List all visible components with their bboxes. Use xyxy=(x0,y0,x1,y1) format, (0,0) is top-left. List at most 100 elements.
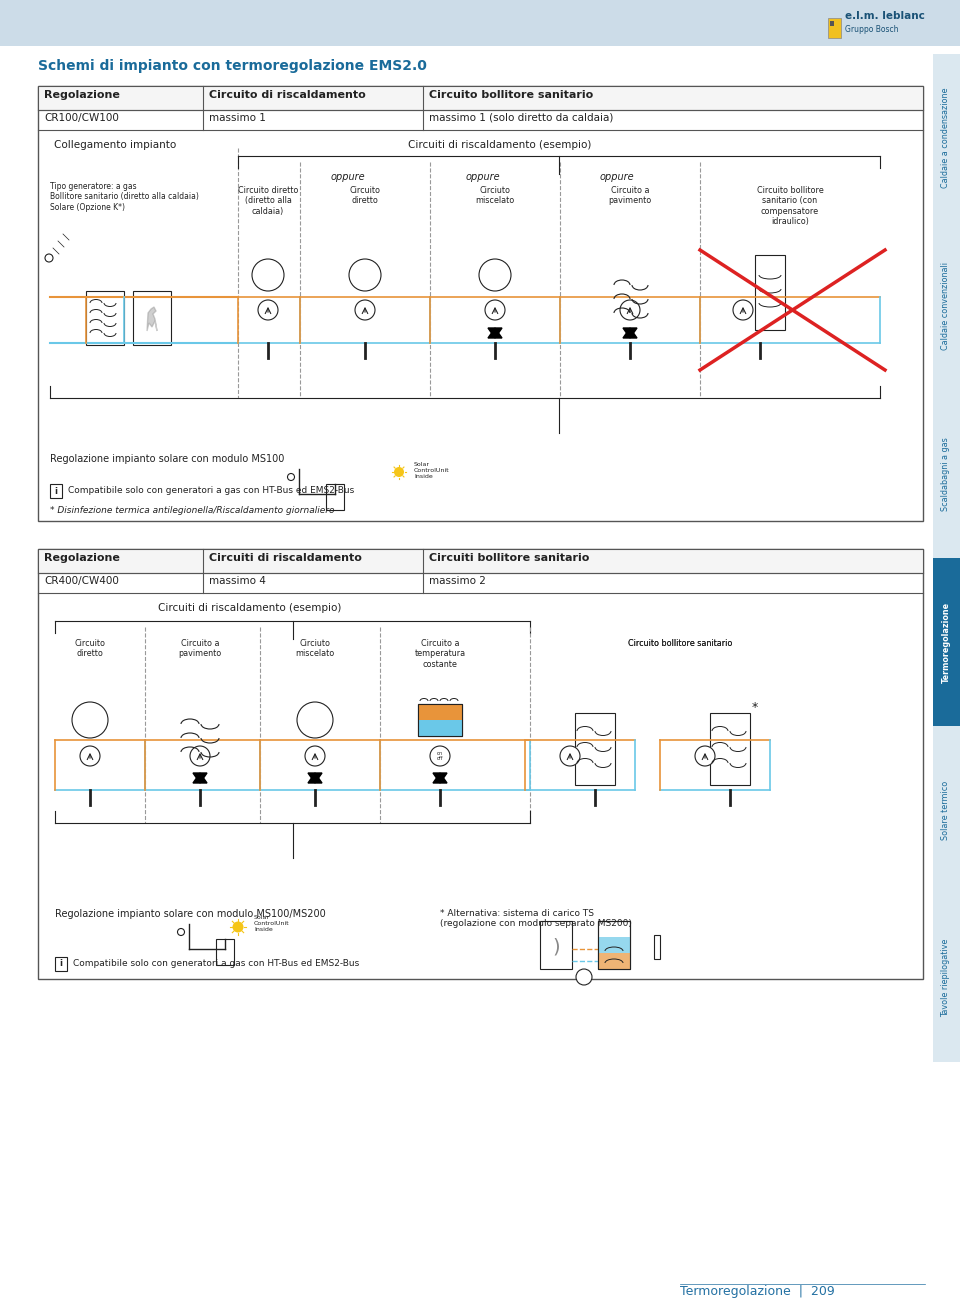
Text: Compatibile solo con generatori a gas con HT-Bus ed EMS2-Bus: Compatibile solo con generatori a gas co… xyxy=(68,486,354,495)
Text: Tipo generatore: a gas
Bollitore sanitario (diretto alla caldaia)
Solare (Opzion: Tipo generatore: a gas Bollitore sanitar… xyxy=(50,183,199,212)
Polygon shape xyxy=(488,328,502,338)
Bar xyxy=(654,936,660,959)
Circle shape xyxy=(297,702,333,738)
Bar xyxy=(598,921,630,968)
Bar xyxy=(933,390,960,558)
Bar xyxy=(418,720,462,736)
Text: massimo 2: massimo 2 xyxy=(429,576,486,586)
Text: Scaldabagni a gas: Scaldabagni a gas xyxy=(942,438,950,511)
Circle shape xyxy=(287,473,295,481)
Bar xyxy=(38,549,923,979)
Polygon shape xyxy=(308,773,322,783)
Polygon shape xyxy=(623,328,637,338)
Bar xyxy=(216,940,234,964)
Text: massimo 1 (solo diretto da caldaia): massimo 1 (solo diretto da caldaia) xyxy=(429,113,613,124)
Polygon shape xyxy=(488,328,502,338)
Bar xyxy=(86,290,124,346)
Bar xyxy=(710,714,750,784)
Polygon shape xyxy=(433,773,447,783)
Bar xyxy=(755,255,785,330)
Bar xyxy=(38,85,923,110)
Circle shape xyxy=(190,746,210,766)
Text: Circuito a
pavimento: Circuito a pavimento xyxy=(179,639,222,658)
Text: Collegamento impianto: Collegamento impianto xyxy=(54,141,176,150)
Bar xyxy=(933,54,960,222)
Bar xyxy=(0,0,960,46)
Text: Termoregolazione  |  209: Termoregolazione | 209 xyxy=(680,1285,835,1298)
Bar xyxy=(133,290,171,346)
Circle shape xyxy=(576,968,592,986)
Text: Termoregolazione: Termoregolazione xyxy=(942,602,950,682)
Text: massimo 4: massimo 4 xyxy=(209,576,266,586)
Text: Compatibile solo con generatori a gas con HT-Bus ed EMS2-Bus: Compatibile solo con generatori a gas co… xyxy=(73,959,359,968)
Text: oppure: oppure xyxy=(466,172,500,183)
Text: ): ) xyxy=(552,937,560,957)
Text: Circuito diretto
(diretto alla
caldaia): Circuito diretto (diretto alla caldaia) xyxy=(238,187,299,215)
Text: Solar
ControlUnit
Inside: Solar ControlUnit Inside xyxy=(414,463,449,478)
Text: i: i xyxy=(55,486,58,495)
Text: Circuiti di riscaldamento: Circuiti di riscaldamento xyxy=(209,553,362,562)
Text: Caldaie convenzionali: Caldaie convenzionali xyxy=(942,261,950,350)
Circle shape xyxy=(695,746,715,766)
Text: on
off: on off xyxy=(437,750,444,761)
Bar xyxy=(418,704,462,720)
Text: Circuito a
temperatura
costante: Circuito a temperatura costante xyxy=(415,639,466,669)
Text: Circuito
diretto: Circuito diretto xyxy=(75,639,106,658)
Text: CR400/CW400: CR400/CW400 xyxy=(44,576,119,586)
Circle shape xyxy=(394,466,404,477)
Text: Circuito bollitore
sanitario (con
compensatore
idraulico): Circuito bollitore sanitario (con compen… xyxy=(756,187,824,226)
Text: Gruppo Bosch: Gruppo Bosch xyxy=(845,25,899,34)
Circle shape xyxy=(252,259,284,290)
Text: Circuiti di riscaldamento (esempio): Circuiti di riscaldamento (esempio) xyxy=(158,603,342,614)
Bar xyxy=(826,4,938,42)
Text: Circuito
diretto: Circuito diretto xyxy=(349,187,380,205)
Text: oppure: oppure xyxy=(600,172,635,183)
Circle shape xyxy=(258,300,278,321)
Bar xyxy=(828,18,841,38)
Text: Regolazione impianto solare con modulo MS100/MS200: Regolazione impianto solare con modulo M… xyxy=(55,909,325,918)
Circle shape xyxy=(178,929,184,936)
Polygon shape xyxy=(193,773,207,783)
Bar xyxy=(598,921,630,968)
Circle shape xyxy=(305,746,325,766)
Text: Caldaie a condensazione: Caldaie a condensazione xyxy=(942,88,950,188)
Text: Circiuto
miscelato: Circiuto miscelato xyxy=(296,639,335,658)
Circle shape xyxy=(355,300,375,321)
Text: Circuito bollitore sanitario: Circuito bollitore sanitario xyxy=(628,639,732,648)
Bar xyxy=(326,484,344,510)
Bar xyxy=(575,714,615,784)
Circle shape xyxy=(349,259,381,290)
Text: Circuiti di riscaldamento (esempio): Circuiti di riscaldamento (esempio) xyxy=(408,141,591,150)
Circle shape xyxy=(733,300,753,321)
Text: *: * xyxy=(752,702,758,715)
Bar xyxy=(55,957,67,971)
Bar xyxy=(933,894,960,1062)
Bar xyxy=(933,558,960,727)
Circle shape xyxy=(485,300,505,321)
Text: oppure: oppure xyxy=(330,172,366,183)
Polygon shape xyxy=(433,773,447,783)
Circle shape xyxy=(45,254,53,261)
Circle shape xyxy=(620,300,640,321)
Bar xyxy=(418,704,462,736)
Text: massimo 1: massimo 1 xyxy=(209,113,266,124)
Bar xyxy=(540,921,572,968)
Text: Circuiti bollitore sanitario: Circuiti bollitore sanitario xyxy=(429,553,589,562)
Polygon shape xyxy=(193,773,207,783)
Circle shape xyxy=(232,921,244,933)
Text: Circuito a
pavimento: Circuito a pavimento xyxy=(609,187,652,205)
Circle shape xyxy=(80,746,100,766)
Text: Tavole riepilogative: Tavole riepilogative xyxy=(942,938,950,1017)
Polygon shape xyxy=(623,328,637,338)
Text: Solar
ControlUnit
Inside: Solar ControlUnit Inside xyxy=(254,915,290,932)
Circle shape xyxy=(72,702,108,738)
Text: Circuito di riscaldamento: Circuito di riscaldamento xyxy=(209,89,366,100)
Text: Circuito bollitore sanitario: Circuito bollitore sanitario xyxy=(429,89,593,100)
Circle shape xyxy=(560,746,580,766)
Polygon shape xyxy=(308,773,322,783)
Text: Circiuto
miscelato: Circiuto miscelato xyxy=(475,187,515,205)
Circle shape xyxy=(430,746,450,766)
Circle shape xyxy=(479,259,511,290)
Bar xyxy=(418,704,462,736)
Text: e.l.m. leblanc: e.l.m. leblanc xyxy=(845,11,924,21)
